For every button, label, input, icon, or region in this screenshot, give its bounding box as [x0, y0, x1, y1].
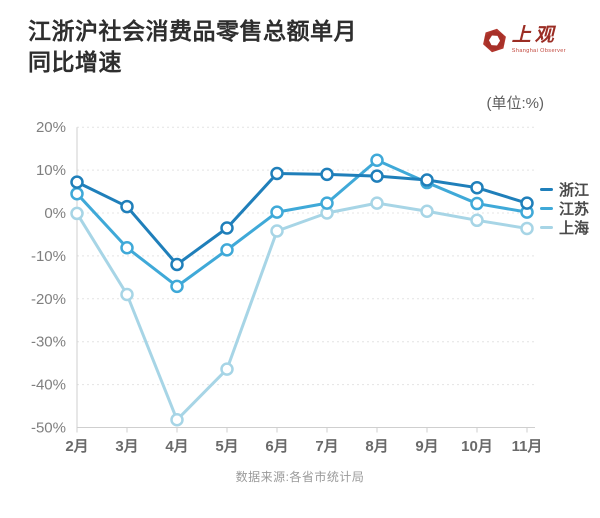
x-tick-label: 7月	[315, 438, 338, 455]
data-point-江苏-7月	[320, 196, 334, 210]
data-point-上海-3月	[120, 287, 134, 302]
data-point-江苏-2月	[70, 186, 84, 201]
data-point-浙江-4月	[170, 257, 184, 272]
x-tick-label: 11月	[512, 438, 543, 455]
data-point-浙江-3月	[120, 199, 134, 214]
legend-item-浙江: 浙江	[540, 180, 589, 199]
legend-label: 江苏	[559, 201, 590, 218]
data-point-江苏-5月	[220, 243, 234, 257]
data-point-江苏-8月	[370, 153, 384, 167]
series-line-浙江	[75, 172, 529, 266]
x-tick-label: 5月	[215, 438, 238, 455]
x-tick-label: 3月	[115, 438, 138, 455]
data-point-上海-2月	[70, 206, 84, 221]
legend-label: 上海	[559, 220, 590, 237]
y-tick-label: -50%	[31, 420, 66, 437]
data-point-浙江-11月	[520, 196, 534, 210]
x-tick-label: 2月	[65, 438, 88, 455]
page-title: 江浙沪社会消费品零售总额单月 同比增速	[28, 18, 357, 75]
data-point-浙江-7月	[320, 167, 334, 182]
data-point-江苏-4月	[170, 279, 184, 294]
unit-label: (单位:%)	[486, 95, 545, 112]
data-point-上海-11月	[520, 221, 534, 236]
line-chart: 2月 3月 4月 5月 6月 7月 8月 9月 10月 11月 20% 10% 0% -10% -20% -3…	[31, 119, 543, 455]
data-point-江苏-3月	[120, 240, 134, 255]
data-point-浙江-9月	[420, 173, 434, 187]
logo-subtitle: Shanghai Observer	[511, 48, 566, 54]
y-tick-label: 10%	[36, 162, 66, 179]
x-tick-label: 9月	[415, 438, 438, 455]
data-source-note: 数据来源:各省市统计局	[235, 470, 365, 484]
y-tick-label: 0%	[44, 205, 66, 222]
legend-item-上海: 上海	[540, 218, 589, 237]
x-tick-label: 6月	[265, 438, 288, 455]
data-point-浙江-5月	[220, 221, 234, 235]
series-line-上海	[75, 201, 529, 422]
publisher-logo: 上观 Shanghai Observer	[482, 26, 566, 54]
legend-item-江苏: 江苏	[540, 199, 589, 218]
legend-dash-icon	[540, 226, 553, 229]
y-tick-label: -20%	[31, 291, 66, 308]
chart-legend: 浙江 江苏 上海	[540, 180, 589, 237]
data-point-上海-6月	[270, 224, 284, 238]
y-tick-label: -30%	[31, 334, 66, 351]
y-tick-label: -40%	[31, 377, 66, 394]
y-tick-label: -10%	[31, 248, 66, 265]
shanghai-observer-logo-icon	[482, 28, 506, 53]
legend-label: 浙江	[559, 182, 590, 199]
data-point-浙江-8月	[370, 169, 384, 183]
data-point-江苏-6月	[270, 205, 284, 219]
y-tick-label: 20%	[36, 119, 66, 136]
x-tick-label: 8月	[365, 438, 388, 455]
legend-dash-icon	[540, 188, 553, 191]
data-point-浙江-6月	[270, 166, 284, 181]
data-point-上海-10月	[470, 213, 484, 228]
data-point-上海-5月	[220, 362, 234, 376]
data-point-上海-9月	[420, 204, 434, 219]
x-tick-label: 10月	[461, 438, 493, 455]
x-tick-label: 4月	[165, 438, 188, 455]
logo-text: 上观 Shanghai Observer	[511, 25, 566, 55]
logo-wordmark: 上观	[511, 25, 558, 46]
series-line-江苏	[75, 158, 529, 288]
data-point-浙江-2月	[70, 175, 84, 189]
data-point-上海-8月	[370, 196, 384, 210]
legend-dash-icon	[540, 207, 553, 210]
data-point-江苏-10月	[470, 196, 484, 211]
data-point-上海-4月	[170, 413, 184, 427]
data-point-浙江-10月	[470, 180, 484, 195]
